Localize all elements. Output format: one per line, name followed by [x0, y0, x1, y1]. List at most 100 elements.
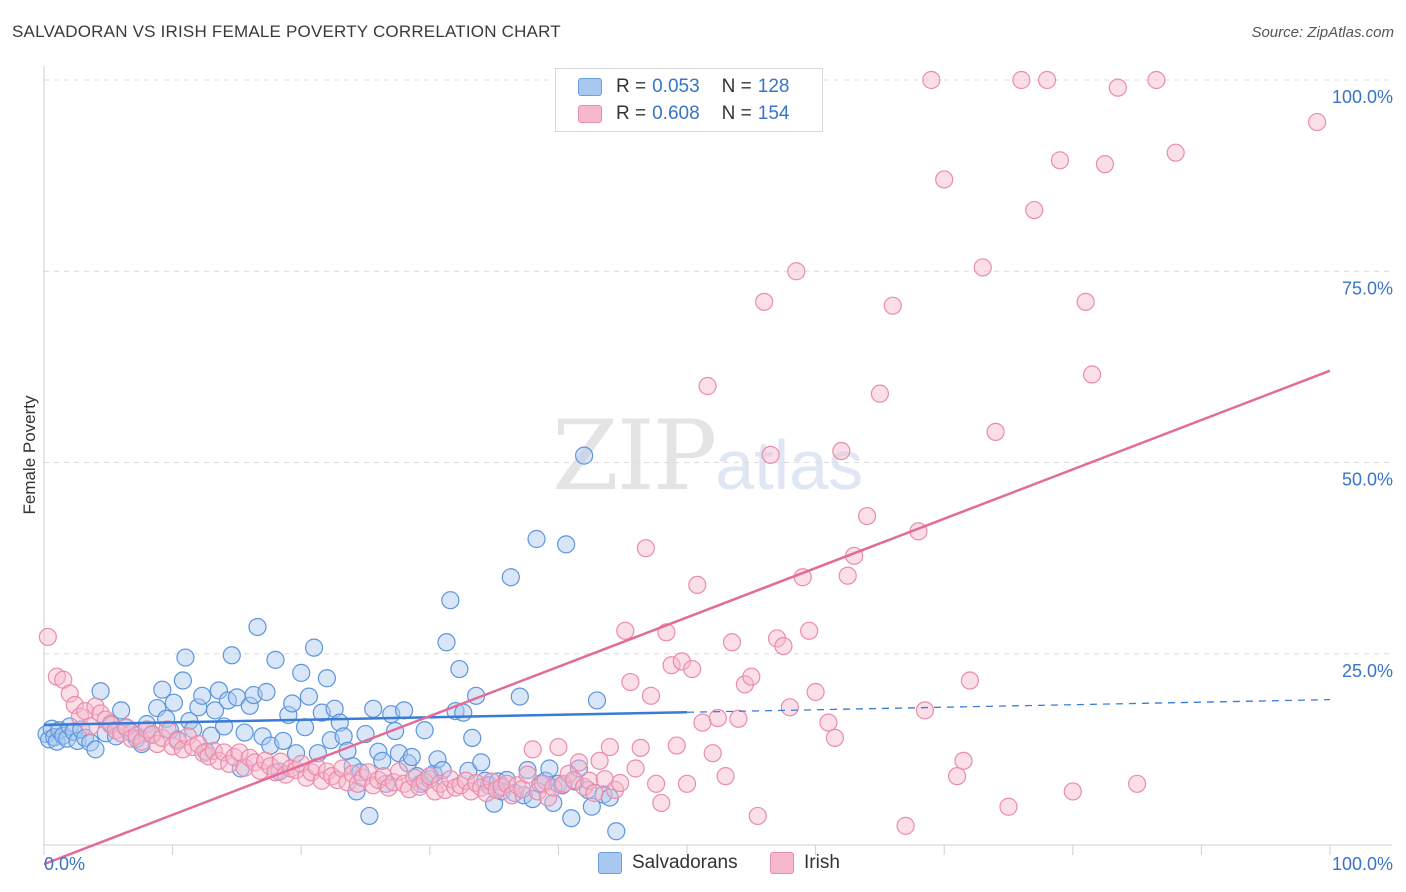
watermark: ZIPatlas	[552, 400, 863, 512]
salvadoran-point	[575, 446, 594, 465]
legend-item-irish[interactable]: Irish	[770, 852, 840, 874]
salvadoran-point	[544, 793, 563, 813]
irish-point	[742, 667, 761, 686]
legend-row-salvadorans: R = 0.053 N = 128	[578, 74, 789, 100]
irish-point	[667, 736, 686, 755]
legend-swatch-salvadorans	[578, 78, 602, 96]
salvadoran-point	[292, 663, 311, 682]
irish-trend-line	[43, 369, 1331, 866]
correlation-legend: R = 0.053 N = 128 R = 0.608 N = 154	[555, 68, 823, 132]
irish-point	[832, 441, 851, 461]
irish-point	[158, 720, 177, 739]
irish-point	[250, 761, 270, 780]
label-irish: Irish	[804, 852, 840, 873]
salvadoran-point	[235, 723, 254, 742]
salvadoran-point	[173, 671, 192, 690]
irish-point	[693, 713, 712, 732]
irish-point	[703, 744, 722, 763]
salvadoran-point	[364, 699, 383, 718]
salvadoran-point	[299, 687, 319, 706]
salvadoran-point	[501, 568, 520, 587]
irish-point	[708, 708, 727, 728]
legend-n-label: N =	[721, 76, 752, 97]
y-axis-label: Female Poverty	[20, 395, 39, 515]
irish-point	[333, 759, 352, 778]
grid-lines	[44, 79, 1392, 655]
legend-r-label: R =	[616, 103, 647, 124]
salvadoran-point	[222, 646, 241, 665]
salvadoran-point	[463, 728, 482, 748]
irish-point	[564, 770, 583, 790]
axes	[43, 66, 1392, 855]
irish-point	[585, 783, 604, 803]
irish-point	[729, 709, 748, 728]
salvadoran-point	[394, 701, 414, 720]
salvadoran-point	[582, 797, 601, 816]
irish-point	[518, 765, 537, 784]
salvadoran-point	[164, 693, 183, 712]
salvadoran-point	[274, 731, 293, 751]
irish-point	[1166, 143, 1185, 162]
irish-point	[189, 734, 208, 754]
salvadoran-point	[283, 694, 302, 713]
irish-point	[922, 70, 941, 90]
legend-n-label: N =	[721, 103, 752, 124]
salvadoran-point	[518, 760, 537, 780]
legend-r-value: 0.053	[652, 76, 700, 97]
irish-point	[626, 759, 645, 778]
irish-point	[364, 776, 383, 795]
irish-point	[748, 806, 767, 826]
irish-point	[600, 737, 619, 757]
legend-n-value: 128	[757, 76, 790, 97]
irish-point	[353, 768, 373, 787]
label-salvadorans: Salvadorans	[632, 852, 738, 873]
salvadoran-point	[209, 681, 228, 700]
salvadoran-point	[153, 680, 172, 699]
salvadoran-point	[304, 638, 324, 657]
x-tick-label-end: 100.0%	[1332, 854, 1393, 874]
irish-point	[1082, 365, 1102, 384]
legend-item-salvadorans[interactable]: Salvadorans	[598, 852, 738, 874]
x-tick-label-start: 0.0%	[44, 854, 85, 874]
irish-point	[1308, 112, 1327, 132]
irish-point	[1076, 292, 1095, 311]
irish-point	[960, 671, 980, 690]
legend-r-value: 0.608	[652, 103, 700, 124]
irish-point	[806, 682, 825, 702]
irish-point	[214, 743, 234, 762]
swatch-salvadorans	[598, 852, 622, 874]
salvadoran-point	[257, 682, 276, 702]
irish-point	[38, 627, 57, 647]
irish-point	[641, 686, 661, 705]
irish-point	[539, 788, 558, 807]
irish-point	[405, 768, 424, 787]
irish-point	[672, 652, 691, 671]
salvadoran-point	[317, 669, 337, 688]
irish-point	[800, 621, 819, 640]
irish-point	[163, 737, 182, 756]
irish-point	[1012, 70, 1031, 90]
salvadoran-point	[441, 591, 460, 610]
irish-point	[569, 753, 589, 772]
irish-point	[106, 721, 126, 740]
salvadoran-point	[562, 809, 581, 828]
irish-point	[636, 539, 655, 558]
irish-point	[60, 684, 79, 703]
irish-point	[1025, 200, 1044, 220]
salvadoran-point	[91, 682, 110, 701]
salvadoran-point	[450, 659, 469, 679]
salvadoran-point	[472, 753, 491, 772]
salvadoran-point	[205, 701, 225, 720]
irish-point	[716, 767, 735, 786]
legend-n-value: 154	[757, 103, 790, 124]
irish-point	[947, 767, 967, 786]
irish-point	[544, 778, 563, 797]
irish-point	[178, 727, 198, 746]
irish-point	[999, 797, 1018, 816]
irish-point	[870, 384, 890, 403]
salvadoran-point	[325, 699, 344, 718]
irish-point	[631, 738, 650, 757]
irish-point	[549, 737, 568, 757]
irish-point	[343, 764, 362, 783]
irish-point	[503, 786, 522, 805]
